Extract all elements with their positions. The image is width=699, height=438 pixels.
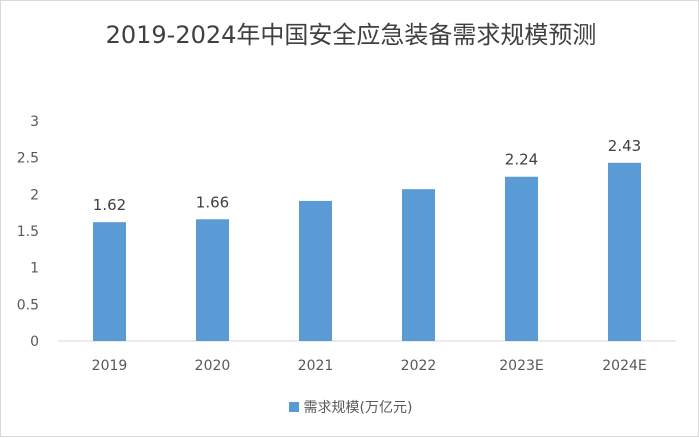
chart-title: 2019-2024年中国安全应急装备需求规模预测 bbox=[105, 21, 597, 49]
bar bbox=[608, 162, 641, 341]
y-tick-label: 2 bbox=[30, 187, 39, 203]
y-tick-label: 0.5 bbox=[17, 297, 39, 313]
x-tick-label: 2023E bbox=[499, 358, 543, 374]
bar bbox=[505, 176, 538, 341]
bar bbox=[299, 200, 332, 341]
x-tick-label: 2022 bbox=[401, 358, 437, 374]
data-label: 1.62 bbox=[93, 196, 126, 214]
legend-swatch bbox=[288, 402, 299, 412]
x-tick-label: 2020 bbox=[195, 358, 231, 374]
x-tick-label: 2024E bbox=[602, 358, 646, 374]
y-tick-label: 1 bbox=[30, 261, 39, 277]
y-tick-label: 1.5 bbox=[17, 224, 39, 240]
data-label: 2.24 bbox=[505, 151, 538, 169]
bar bbox=[196, 219, 229, 341]
data-label: 2.43 bbox=[608, 137, 641, 155]
legend: 需求规模(万亿元) bbox=[1, 397, 699, 417]
legend-label: 需求规模(万亿元) bbox=[303, 400, 413, 416]
y-tick-label: 0 bbox=[30, 334, 39, 350]
data-label: 1.66 bbox=[196, 193, 229, 211]
x-tick-label: 2021 bbox=[298, 358, 334, 374]
y-tick-label: 2.5 bbox=[17, 151, 39, 167]
bar bbox=[93, 222, 126, 341]
y-tick-label: 3 bbox=[30, 114, 39, 130]
bar bbox=[402, 189, 435, 341]
x-tick-label: 2019 bbox=[92, 358, 128, 374]
